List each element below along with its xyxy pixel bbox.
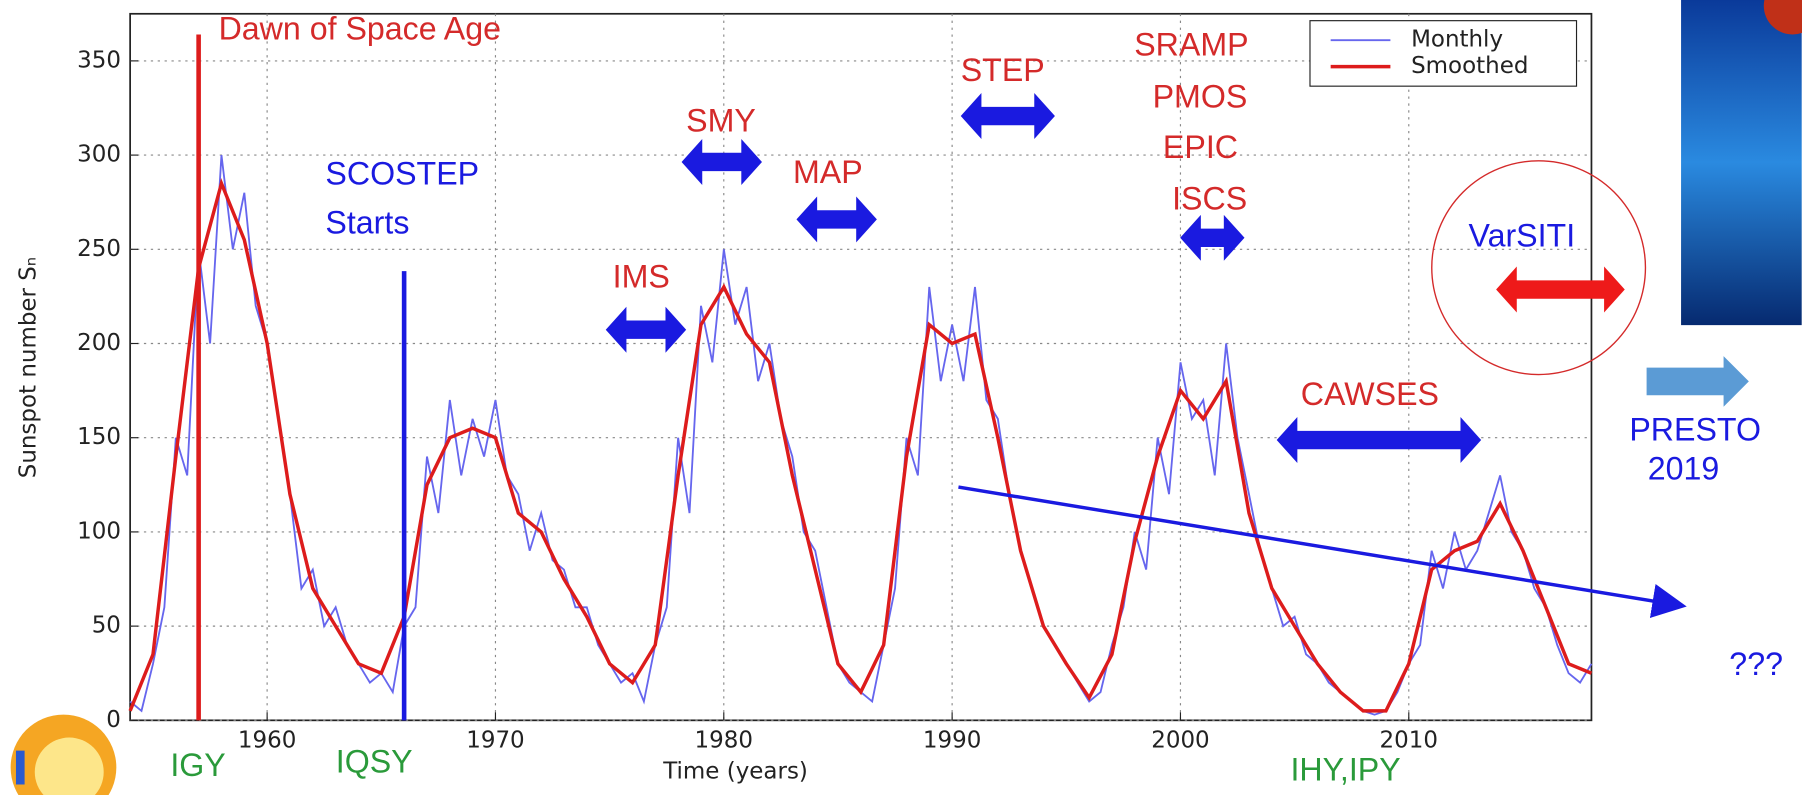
legend-label: Monthly [1411,27,1503,53]
x-axis-label: Time (years) [662,759,808,785]
program-arrow [1496,266,1625,313]
annotation: ??? [1729,646,1783,682]
program-arrow [1180,214,1245,261]
sun-image [1763,0,1802,35]
annotation: STEP [961,52,1045,88]
logo-mark: I [12,742,29,795]
annotation: CAWSES [1301,376,1439,412]
iso-logo: I [10,714,117,795]
y-tick-label: 250 [77,236,121,262]
trend-arrow [958,485,1687,618]
x-tick-label: 2010 [1380,728,1438,754]
x-tick-label: 2000 [1151,728,1209,754]
x-tick-label: 1990 [923,728,981,754]
corner-image [1681,0,1802,326]
annotation: IQSY [336,743,413,779]
annotation: EPIC [1163,129,1238,165]
y-tick-label: 350 [77,47,121,73]
plot: 0 50 100 150 200 250 300 350 1960 1970 1980 1990 200… [77,12,1593,754]
annotation: PMOS [1153,78,1248,114]
y-tick-label: 150 [77,424,121,450]
y-tick-label: 100 [77,518,121,544]
annotation: VarSITI [1469,217,1576,253]
annotation: SCOSTEP [325,155,479,191]
y-tick-label: 0 [106,707,121,733]
annotation: MAP [793,154,863,190]
annotation: Dawn of Space Age [219,11,501,47]
plot-frame [129,12,1593,722]
annotation: IHY,IPY [1290,752,1400,788]
annotation: PRESTO [1629,411,1761,447]
annotation: SMY [686,102,756,138]
y-tick-label: 50 [92,613,121,639]
x-tick-label: 1970 [466,728,524,754]
program-arrow [605,306,687,353]
x-tick-label: 1960 [238,728,296,754]
annotation: ISCS [1172,181,1247,217]
x-tick-label: 1980 [695,728,753,754]
annotation: IGY [170,747,225,783]
annotation: Starts [325,205,409,241]
presto-arrow [1646,356,1749,407]
legend-label: Smoothed [1411,53,1528,79]
program-arrow [960,93,1055,140]
series-line [128,177,1593,713]
y-axis-label: Sunspot number Sₙ [16,257,42,478]
annotation: IMS [613,259,670,295]
program-arrow [1276,417,1482,463]
annotation: SRAMP [1134,27,1248,63]
annotation: 2019 [1648,451,1720,487]
y-tick-label: 200 [77,330,121,356]
legend-box [1309,20,1578,87]
highlight-circle [1431,160,1647,376]
program-arrow [681,139,762,185]
y-tick-label: 300 [77,142,121,168]
program-arrow [796,196,877,243]
